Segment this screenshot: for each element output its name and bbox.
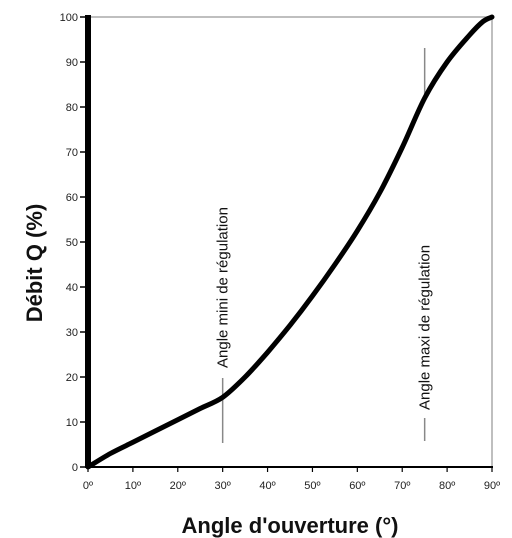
x-tick-label: 20º [170,480,186,492]
y-tick-label: 100 [60,12,78,24]
regulation-markers [221,48,426,443]
y-ticks: 0 10 20 30 40 50 60 70 80 90 100 [60,12,88,474]
y-tick-label: 70 [66,147,78,159]
y-tick-label: 0 [72,462,78,474]
x-ticks: 0º 10º 20º 30º 40º 50º 60º 70º 80º 90º [83,467,500,492]
x-tick-label: 40º [259,480,275,492]
y-tick-label: 40 [66,282,78,294]
x-tick-label: 50º [304,480,320,492]
y-tick-label: 60 [66,192,78,204]
x-tick-label: 30º [215,480,231,492]
y-tick-label: 80 [66,102,78,114]
series-line [85,14,495,470]
x-axis-title: Angle d'ouverture (°) [182,513,399,538]
x-tick-label: 0º [83,480,93,492]
y-tick-label: 10 [66,417,78,429]
x-tick-label: 70º [394,480,410,492]
x-tick-label: 90º [484,480,500,492]
y-tick-label: 50 [66,237,78,249]
y-tick-label: 30 [66,327,78,339]
x-tick-label: 60º [349,480,365,492]
x-tick-label: 10º [125,480,141,492]
y-tick-label: 90 [66,57,78,69]
annotation-angle-mini: Angle mini de régulation [215,207,232,368]
y-axis-title: Débit Q (%) [22,204,47,323]
x-tick-label: 80º [439,480,455,492]
annotation-angle-maxi: Angle maxi de régulation [417,245,434,410]
y-tick-label: 20 [66,372,78,384]
